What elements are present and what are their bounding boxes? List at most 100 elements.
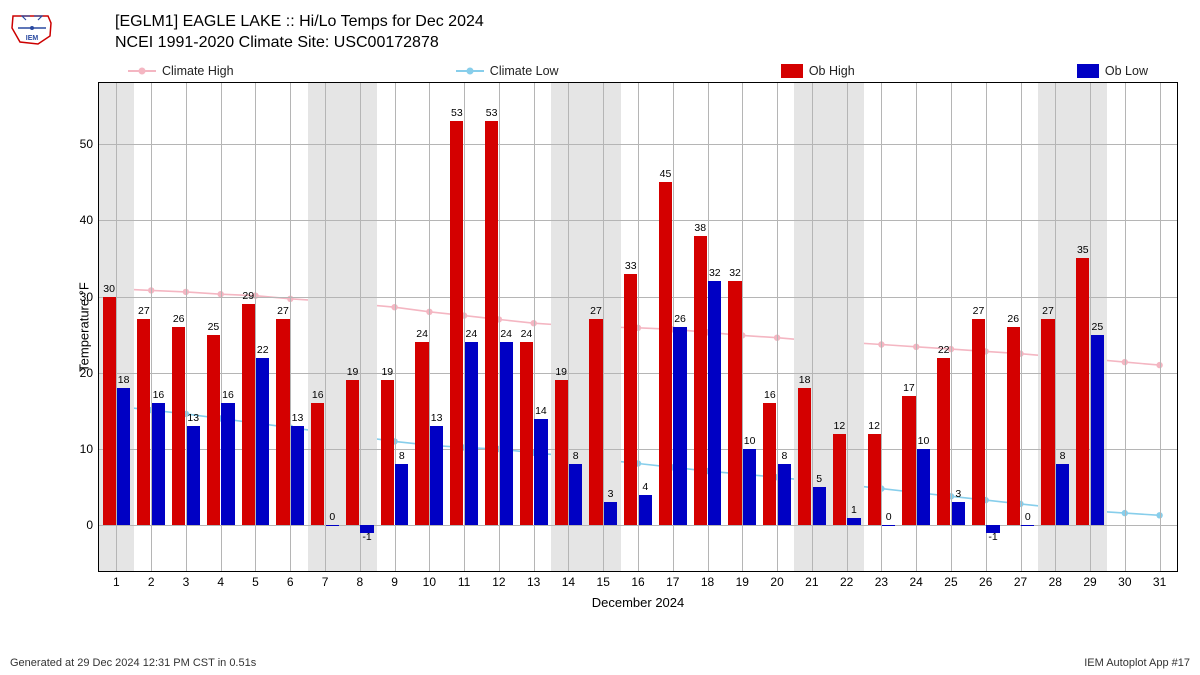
bar-label: 13 [431, 412, 443, 424]
bar-label: 24 [521, 328, 533, 340]
ob-high-bar [276, 319, 289, 525]
ob-high-bar [833, 434, 846, 526]
xtick-label: 27 [1014, 571, 1027, 589]
ob-low-bar [117, 388, 130, 525]
bar-label: 33 [625, 260, 637, 272]
xtick-label: 13 [527, 571, 540, 589]
ob-low-bar [465, 342, 478, 525]
bar-label: 16 [764, 389, 776, 401]
xtick-label: 2 [148, 571, 155, 589]
bar-label: 4 [642, 481, 648, 493]
xtick-label: 29 [1083, 571, 1096, 589]
bar-label: 18 [799, 374, 811, 386]
grid-v [603, 83, 604, 571]
bar-label: 19 [347, 366, 359, 378]
bar-label: 26 [173, 313, 185, 325]
ob-high-bar [415, 342, 428, 525]
ytick-label: 20 [80, 366, 99, 380]
xtick-label: 1 [113, 571, 120, 589]
bar-label: 3 [608, 488, 614, 500]
xtick-label: 9 [391, 571, 398, 589]
bar-label: -1 [988, 531, 997, 543]
grid-v [360, 83, 361, 571]
bar-label: 10 [918, 435, 930, 447]
legend: Climate High Climate Low Ob High Ob Low [98, 60, 1178, 82]
ob-low-bar [743, 449, 756, 525]
bar-label: 29 [242, 290, 254, 302]
footer-timestamp: Generated at 29 Dec 2024 12:31 PM CST in… [10, 657, 256, 669]
bar-label: 22 [257, 344, 269, 356]
plot-area: Temperature °F December 2024 01020304050… [98, 82, 1178, 572]
ob-high-bar [137, 319, 150, 525]
xtick-label: 20 [770, 571, 783, 589]
footer-appid: IEM Autoplot App #17 [1084, 657, 1190, 669]
title-line-1: [EGLM1] EAGLE LAKE :: Hi/Lo Temps for De… [115, 12, 484, 33]
bar-label: 0 [1025, 511, 1031, 523]
ob-high-bar [728, 281, 741, 525]
bar-label: 27 [138, 305, 150, 317]
chart-container: Climate High Climate Low Ob High Ob Low … [98, 60, 1178, 620]
ob-low-bar [917, 449, 930, 525]
bar-label: 19 [381, 366, 393, 378]
ob-high-bar [659, 182, 672, 525]
xtick-label: 5 [252, 571, 259, 589]
ob-high-bar [1076, 258, 1089, 525]
bar-label: 53 [486, 107, 498, 119]
ob-low-bar [1056, 464, 1069, 525]
xtick-label: 22 [840, 571, 853, 589]
xtick-label: 24 [910, 571, 923, 589]
ob-low-bar [639, 495, 652, 526]
ob-high-bar [207, 335, 220, 526]
ob-high-bar [346, 380, 359, 525]
grid-v [325, 83, 326, 571]
bar-label: 45 [660, 168, 672, 180]
xtick-label: 15 [597, 571, 610, 589]
xtick-label: 10 [423, 571, 436, 589]
chart-title: [EGLM1] EAGLE LAKE :: Hi/Lo Temps for De… [115, 12, 484, 54]
ob-high-bar [902, 396, 915, 526]
ob-low-bar [430, 426, 443, 525]
ob-low-bar [813, 487, 826, 525]
grid-v [951, 83, 952, 571]
bar-label: 1 [851, 504, 857, 516]
ob-high-bar [868, 434, 881, 526]
xtick-label: 19 [736, 571, 749, 589]
bar-label: 8 [399, 450, 405, 462]
grid-v [1160, 83, 1161, 571]
bar-label: 24 [416, 328, 428, 340]
xtick-label: 18 [701, 571, 714, 589]
ob-low-bar [256, 358, 269, 526]
ob-high-bar [450, 121, 463, 525]
ob-low-bar [1091, 335, 1104, 526]
ob-low-bar [187, 426, 200, 525]
ob-high-bar [798, 388, 811, 525]
ob-low-bar [569, 464, 582, 525]
ytick-label: 10 [80, 442, 99, 456]
ob-low-bar [291, 426, 304, 525]
xtick-label: 26 [979, 571, 992, 589]
bar-label: 25 [208, 321, 220, 333]
svg-text:IEM: IEM [26, 35, 39, 42]
grid-v [847, 83, 848, 571]
ob-high-bar [1041, 319, 1054, 525]
bar-label: 26 [674, 313, 686, 325]
bar-label: 18 [118, 374, 130, 386]
bar-label: 12 [834, 420, 846, 432]
xtick-label: 31 [1153, 571, 1166, 589]
ytick-label: 30 [80, 290, 99, 304]
ob-high-bar [972, 319, 985, 525]
ob-high-bar [520, 342, 533, 525]
x-axis-label: December 2024 [592, 595, 685, 610]
ob-low-bar [500, 342, 513, 525]
bar-label: 16 [153, 389, 165, 401]
ob-low-bar [534, 419, 547, 526]
bar-label: 53 [451, 107, 463, 119]
bar-label: 0 [329, 511, 335, 523]
xtick-label: 25 [944, 571, 957, 589]
grid-v [881, 83, 882, 571]
xtick-label: 3 [183, 571, 190, 589]
xtick-label: 11 [458, 571, 470, 589]
ob-high-bar [624, 274, 637, 526]
ob-low-bar [708, 281, 721, 525]
xtick-label: 12 [492, 571, 505, 589]
